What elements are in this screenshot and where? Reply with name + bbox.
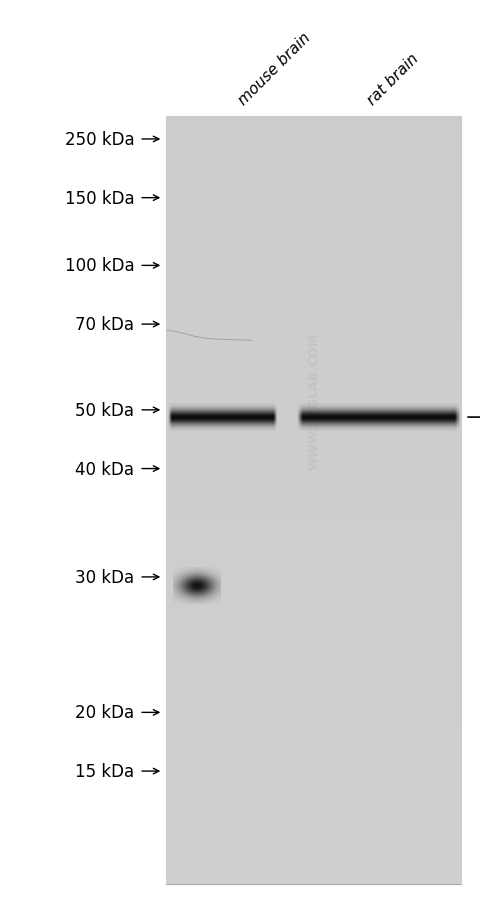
Text: 100 kDa: 100 kDa (65, 257, 134, 275)
Text: 40 kDa: 40 kDa (75, 460, 134, 478)
Bar (166, 117, 461, 884)
Text: 150 kDa: 150 kDa (65, 189, 134, 207)
Text: 70 kDa: 70 kDa (75, 316, 134, 334)
Text: 30 kDa: 30 kDa (75, 568, 134, 586)
Text: mouse brain: mouse brain (235, 31, 313, 108)
Text: WWW.PTGLAB.COM: WWW.PTGLAB.COM (308, 333, 321, 470)
Text: rat brain: rat brain (365, 51, 422, 108)
Text: 250 kDa: 250 kDa (65, 131, 134, 149)
Text: 15 kDa: 15 kDa (75, 762, 134, 780)
Text: 20 kDa: 20 kDa (75, 704, 134, 722)
Text: 50 kDa: 50 kDa (75, 401, 134, 419)
